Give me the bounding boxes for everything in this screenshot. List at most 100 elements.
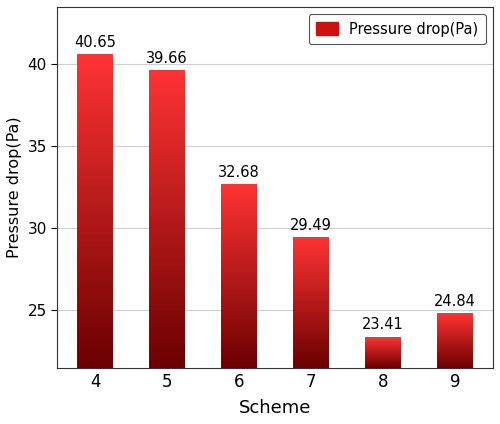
Bar	[77, 233, 113, 234]
Bar	[221, 340, 257, 341]
Bar	[77, 329, 113, 330]
Bar	[149, 320, 185, 322]
Bar	[149, 158, 185, 159]
Bar	[293, 274, 329, 275]
Bar	[77, 61, 113, 63]
Bar	[293, 358, 329, 359]
Bar	[149, 232, 185, 234]
Bar	[293, 243, 329, 244]
Bar	[293, 328, 329, 329]
Bar	[293, 251, 329, 252]
Bar	[293, 237, 329, 238]
Bar	[221, 316, 257, 318]
Bar	[221, 253, 257, 254]
Bar	[77, 318, 113, 319]
Bar	[149, 194, 185, 195]
Bar	[221, 320, 257, 321]
Bar	[221, 211, 257, 212]
Bar	[293, 286, 329, 287]
Bar	[149, 162, 185, 164]
Bar	[149, 164, 185, 165]
Bar	[221, 321, 257, 322]
Bar	[221, 278, 257, 279]
Bar	[77, 234, 113, 236]
Bar	[149, 101, 185, 103]
Bar	[221, 237, 257, 239]
Bar	[77, 151, 113, 153]
Bar	[77, 280, 113, 282]
Bar	[293, 340, 329, 341]
Bar	[293, 337, 329, 338]
Bar	[149, 82, 185, 84]
Bar	[77, 299, 113, 300]
Bar	[77, 57, 113, 59]
Bar	[149, 168, 185, 170]
Bar	[77, 259, 113, 261]
Bar	[77, 132, 113, 134]
Bar	[293, 287, 329, 288]
Bar	[77, 271, 113, 272]
Bar	[77, 352, 113, 354]
Bar	[149, 212, 185, 213]
Bar	[77, 231, 113, 233]
Bar	[149, 283, 185, 285]
Bar	[77, 77, 113, 79]
Bar	[221, 242, 257, 243]
Bar	[77, 156, 113, 157]
Bar	[221, 323, 257, 324]
Bar	[293, 334, 329, 335]
Bar	[221, 259, 257, 261]
Bar	[221, 332, 257, 333]
Bar	[293, 338, 329, 339]
Bar	[149, 268, 185, 270]
Bar	[149, 334, 185, 335]
Bar	[221, 325, 257, 326]
Text: 24.84: 24.84	[434, 294, 476, 309]
Bar	[149, 192, 185, 194]
Bar	[77, 332, 113, 333]
Bar	[221, 336, 257, 337]
Bar	[293, 256, 329, 257]
Bar	[221, 298, 257, 299]
Bar	[293, 356, 329, 357]
Bar	[77, 74, 113, 76]
Bar	[293, 315, 329, 316]
Bar	[221, 187, 257, 188]
Bar	[149, 122, 185, 123]
Bar	[221, 252, 257, 253]
Bar	[149, 146, 185, 148]
Bar	[77, 358, 113, 360]
Bar	[149, 203, 185, 204]
Bar	[77, 341, 113, 343]
Bar	[77, 184, 113, 186]
Bar	[293, 363, 329, 364]
Bar	[149, 186, 185, 187]
Bar	[77, 109, 113, 110]
Bar	[293, 294, 329, 295]
Bar	[221, 218, 257, 219]
Bar	[77, 294, 113, 296]
Bar	[149, 197, 185, 198]
Bar	[77, 60, 113, 61]
Bar	[149, 319, 185, 320]
Bar	[149, 139, 185, 140]
Bar	[77, 288, 113, 289]
Bar	[77, 293, 113, 294]
Bar	[77, 129, 113, 131]
Bar	[77, 189, 113, 190]
Bar	[149, 129, 185, 131]
Bar	[77, 220, 113, 222]
Bar	[221, 315, 257, 316]
Bar	[293, 253, 329, 254]
Bar	[149, 167, 185, 168]
Bar	[77, 187, 113, 189]
Bar	[77, 139, 113, 140]
Bar	[77, 206, 113, 208]
Bar	[221, 353, 257, 354]
Bar	[77, 250, 113, 251]
Bar	[221, 280, 257, 281]
Bar	[77, 197, 113, 198]
Bar	[149, 362, 185, 363]
Bar	[77, 54, 113, 55]
Bar	[77, 106, 113, 107]
